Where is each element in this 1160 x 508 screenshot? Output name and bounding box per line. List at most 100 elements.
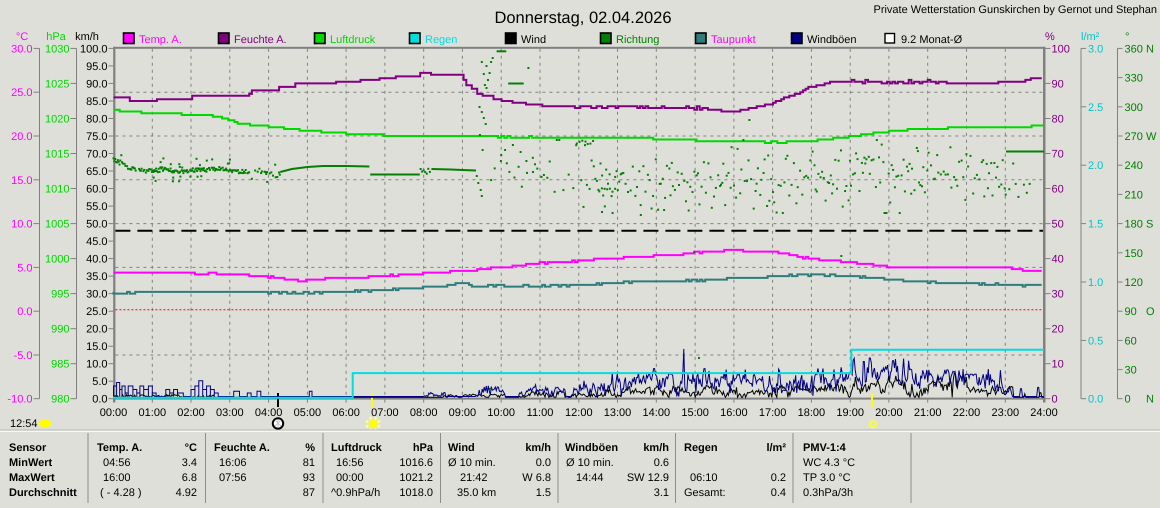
svg-text:0.6: 0.6: [654, 457, 669, 469]
svg-text:0.4: 0.4: [771, 487, 786, 499]
svg-text:3.0: 3.0: [1088, 43, 1103, 55]
svg-text:9.2 Monat-Ø: 9.2 Monat-Ø: [901, 34, 963, 46]
svg-text:05:00: 05:00: [294, 407, 322, 419]
svg-text:PMV-1:4: PMV-1:4: [803, 442, 847, 454]
svg-text:1021.2: 1021.2: [399, 472, 433, 484]
svg-text:20.0: 20.0: [86, 324, 107, 336]
svg-text:0.5: 0.5: [1088, 335, 1103, 347]
svg-text:MaxWert: MaxWert: [9, 472, 55, 484]
svg-text:1.5: 1.5: [1088, 219, 1103, 231]
svg-text:22:00: 22:00: [953, 407, 981, 419]
svg-text:40.0: 40.0: [86, 254, 107, 266]
svg-text:30.0: 30.0: [86, 289, 107, 301]
svg-text:17:00: 17:00: [759, 407, 787, 419]
svg-text:60: 60: [1052, 184, 1064, 196]
svg-text:l/m²: l/m²: [766, 442, 786, 454]
svg-text:10:00: 10:00: [487, 407, 515, 419]
svg-text:21:00: 21:00: [914, 407, 942, 419]
svg-text:Regen: Regen: [684, 442, 718, 454]
svg-text:1005: 1005: [45, 219, 69, 231]
svg-text:0.0: 0.0: [536, 457, 551, 469]
svg-text:270: 270: [1125, 131, 1143, 143]
svg-text:0.2: 0.2: [771, 472, 786, 484]
svg-text:km/h: km/h: [643, 442, 669, 454]
svg-text:Windböen: Windböen: [565, 442, 618, 454]
svg-text:Sensor: Sensor: [9, 442, 47, 454]
svg-text:Luftdruck: Luftdruck: [330, 34, 376, 46]
svg-text:16:00: 16:00: [103, 472, 131, 484]
svg-text:25.0: 25.0: [11, 87, 32, 99]
svg-text:Temp. A.: Temp. A.: [139, 34, 182, 46]
svg-text:hPa: hPa: [46, 31, 66, 43]
svg-text:01:00: 01:00: [139, 407, 167, 419]
svg-text:10.0: 10.0: [11, 219, 32, 231]
svg-text:15.0: 15.0: [11, 175, 32, 187]
svg-text:180: 180: [1125, 219, 1143, 231]
svg-text:50: 50: [1052, 219, 1064, 231]
svg-text:TP 3.0 °C: TP 3.0 °C: [803, 472, 851, 484]
svg-text:O: O: [1146, 306, 1155, 318]
svg-text:02:00: 02:00: [177, 407, 205, 419]
svg-text:0.3hPa/3h: 0.3hPa/3h: [803, 487, 853, 499]
svg-text:Richtung: Richtung: [616, 34, 659, 46]
svg-text:985: 985: [51, 359, 69, 371]
svg-text:20: 20: [1052, 324, 1064, 336]
svg-text:3.1: 3.1: [654, 487, 669, 499]
svg-text:Donnerstag, 02.04.2026: Donnerstag, 02.04.2026: [494, 9, 671, 27]
svg-text:65.0: 65.0: [86, 166, 107, 178]
svg-text:( - 4.28 ): ( - 4.28 ): [100, 487, 142, 499]
svg-text:12:00: 12:00: [565, 407, 593, 419]
svg-text:75.0: 75.0: [86, 131, 107, 143]
svg-text:Windböen: Windböen: [807, 34, 857, 46]
svg-text:81: 81: [303, 457, 315, 469]
svg-text:87: 87: [303, 487, 315, 499]
svg-text:1020: 1020: [45, 114, 69, 126]
svg-text:995: 995: [51, 289, 69, 301]
svg-text:2.5: 2.5: [1088, 102, 1103, 114]
svg-text:N: N: [1146, 43, 1154, 55]
svg-text:40: 40: [1052, 254, 1064, 266]
svg-text:3.4: 3.4: [182, 457, 197, 469]
svg-text:1025: 1025: [45, 78, 69, 90]
svg-text:09:00: 09:00: [449, 407, 477, 419]
svg-text:04:00: 04:00: [255, 407, 283, 419]
svg-text:85.0: 85.0: [86, 96, 107, 108]
svg-text:55.0: 55.0: [86, 201, 107, 213]
svg-text:93: 93: [303, 472, 315, 484]
svg-text:N: N: [1146, 394, 1154, 406]
svg-text:4.92: 4.92: [176, 487, 197, 499]
svg-text:16:06: 16:06: [219, 457, 247, 469]
svg-text:1030: 1030: [45, 43, 69, 55]
svg-text:l/m²: l/m²: [1081, 31, 1100, 43]
svg-text:1000: 1000: [45, 254, 69, 266]
svg-text:24:00: 24:00: [1030, 407, 1058, 419]
svg-text:21:42: 21:42: [460, 472, 488, 484]
svg-text:990: 990: [51, 324, 69, 336]
svg-text:16:00: 16:00: [720, 407, 748, 419]
svg-text:10.0: 10.0: [86, 359, 107, 371]
svg-text:00:00: 00:00: [336, 472, 364, 484]
svg-text:15:00: 15:00: [681, 407, 709, 419]
svg-text:70.0: 70.0: [86, 149, 107, 161]
svg-text:1015: 1015: [45, 149, 69, 161]
svg-text:18:00: 18:00: [798, 407, 826, 419]
svg-text:1016.6: 1016.6: [399, 457, 433, 469]
svg-text:30.0: 30.0: [11, 43, 32, 55]
svg-text:330: 330: [1125, 73, 1143, 85]
svg-text:10: 10: [1052, 359, 1064, 371]
svg-text:SW 12.9: SW 12.9: [627, 472, 669, 484]
svg-text:S: S: [1146, 219, 1153, 231]
svg-text:210: 210: [1125, 189, 1143, 201]
svg-text:1.0: 1.0: [1088, 277, 1103, 289]
svg-text:°C: °C: [185, 442, 197, 454]
svg-text:Durchschnitt: Durchschnitt: [9, 487, 77, 499]
svg-text:35.0 km: 35.0 km: [457, 487, 496, 499]
svg-text:Wind: Wind: [448, 442, 475, 454]
svg-text:MinWert: MinWert: [9, 457, 53, 469]
svg-text:km/h: km/h: [75, 31, 99, 43]
svg-text:11:00: 11:00: [527, 407, 554, 419]
svg-text:2.0: 2.0: [1088, 160, 1103, 172]
svg-text:04:56: 04:56: [103, 457, 131, 469]
svg-text:14:00: 14:00: [643, 407, 671, 419]
svg-text:50.0: 50.0: [86, 219, 107, 231]
